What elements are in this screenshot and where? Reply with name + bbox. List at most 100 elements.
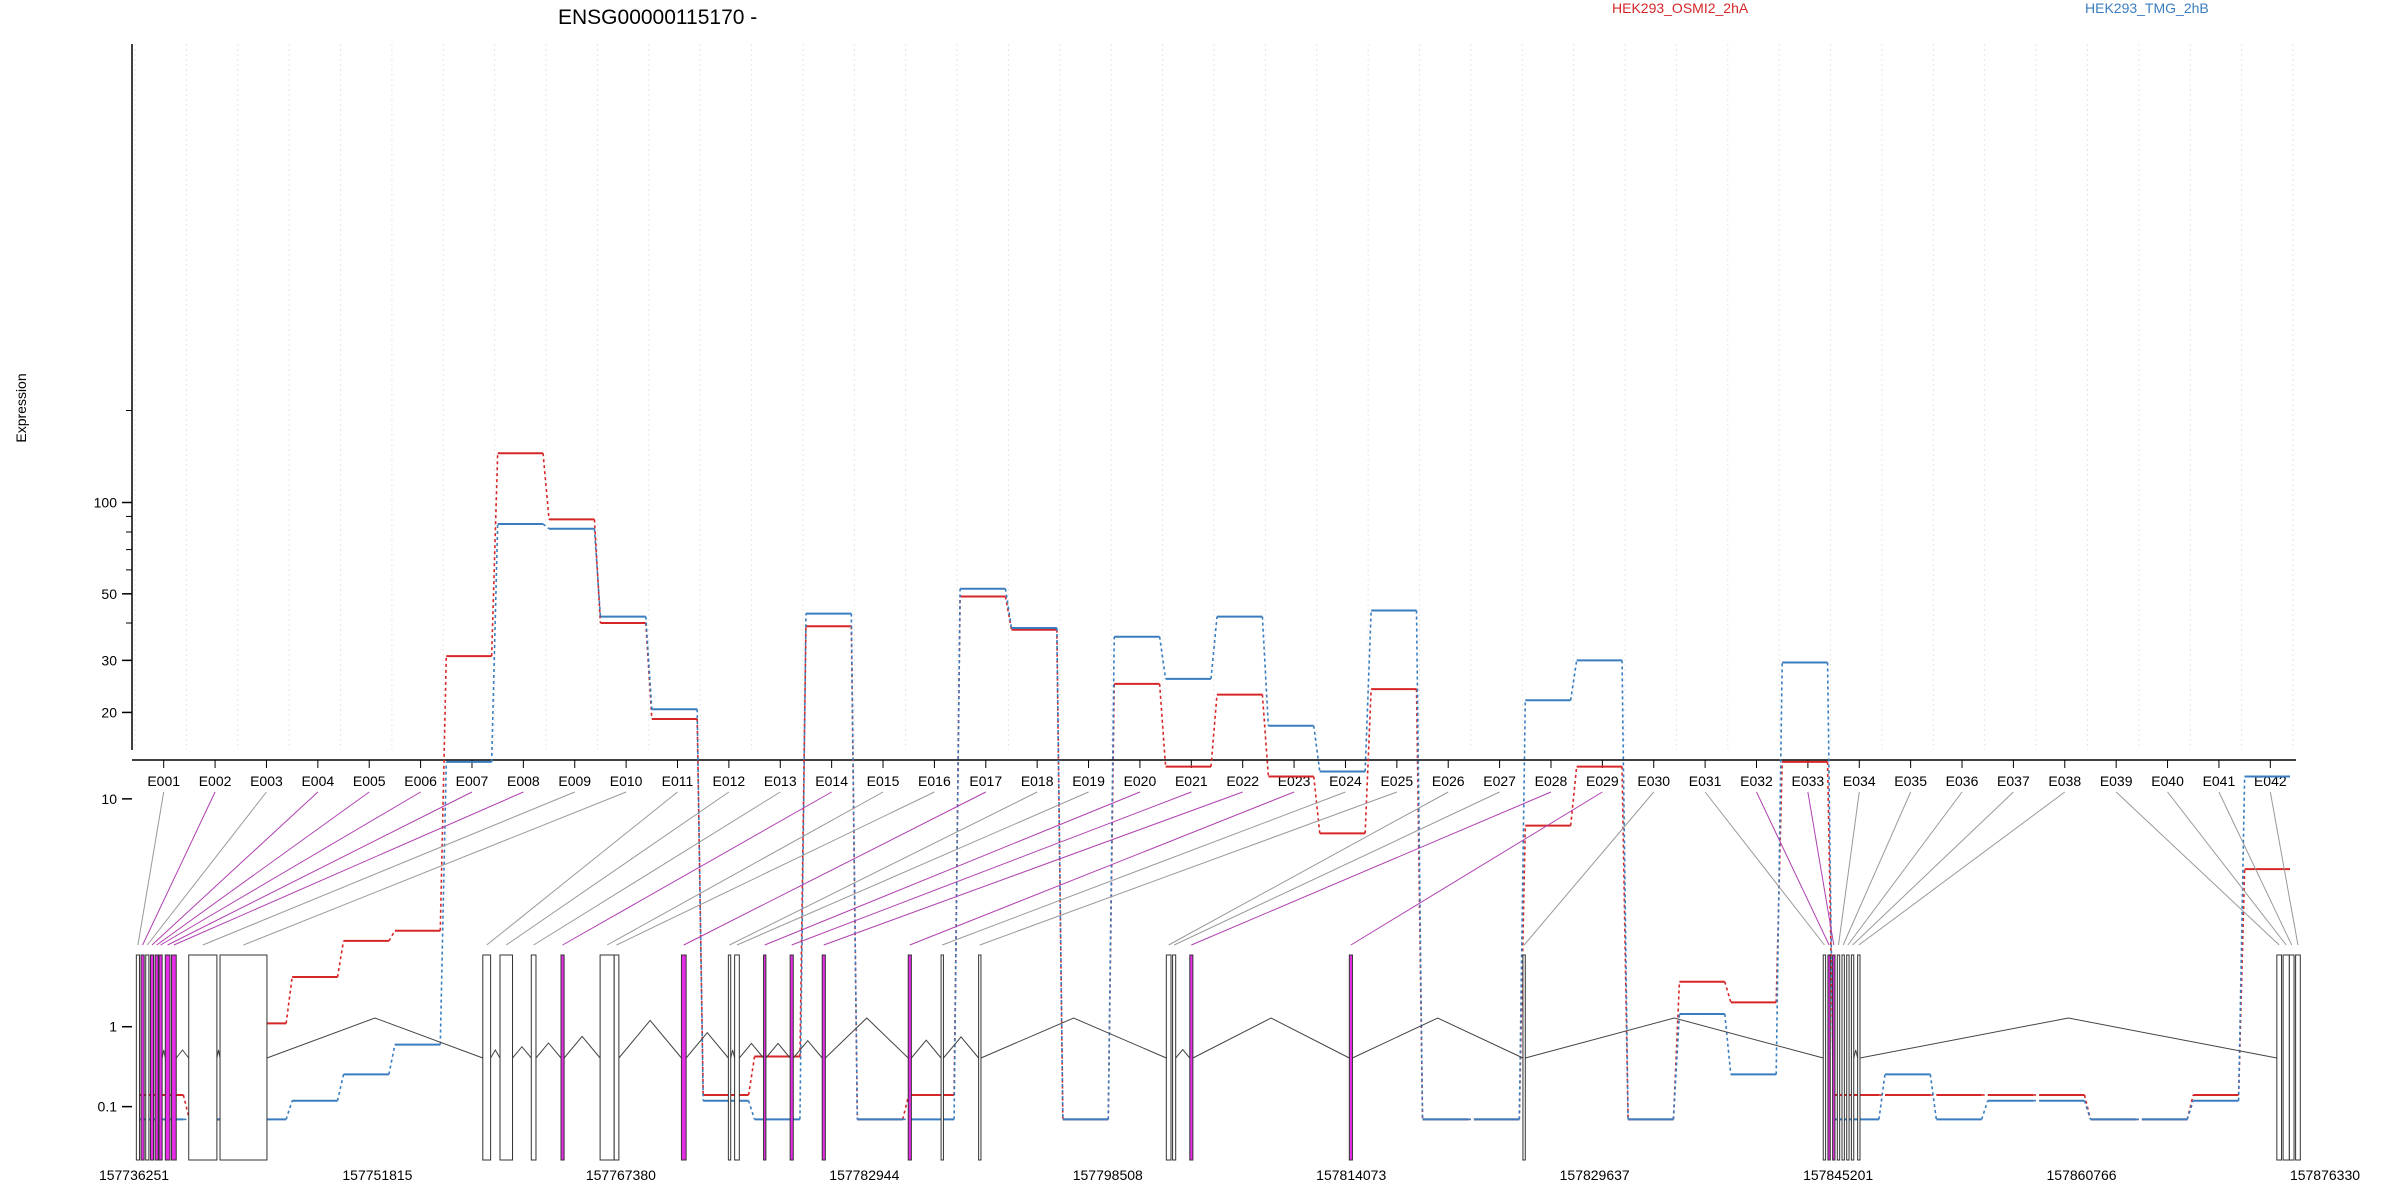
exon-box — [940, 954, 944, 1161]
intron-line — [490, 1049, 501, 1059]
intron-line — [1853, 1049, 1859, 1059]
exon-connector — [979, 791, 1398, 946]
series-connector — [1261, 616, 1270, 726]
exon-connector — [160, 791, 421, 946]
x-tick-label: E025 — [1380, 773, 1413, 789]
genomic-tick-label: 157751815 — [342, 1167, 412, 1183]
x-tick-label: E013 — [764, 773, 797, 789]
exon-connector — [791, 791, 1192, 946]
x-tick-label: E042 — [2254, 773, 2287, 789]
exon-box — [907, 954, 912, 1161]
x-tick-label: E001 — [147, 773, 180, 789]
series-connector — [2186, 1100, 2194, 1120]
gene-model — [135, 954, 2301, 1161]
genomic-tick-label: 157845201 — [1803, 1167, 1873, 1183]
series-connector — [593, 519, 602, 624]
genomic-axis: 157736251 157751815 157767380 157782944 1577… — [99, 1167, 2360, 1183]
exon-connector — [942, 791, 1346, 946]
series-connector — [542, 453, 550, 520]
x-tick-label: E017 — [969, 773, 1002, 789]
series-connector — [1929, 1074, 1938, 1120]
exon-box — [727, 954, 732, 1161]
exon-connector — [1858, 791, 2066, 946]
exon-box — [1348, 954, 1353, 1161]
series-connector — [2186, 1094, 2195, 1120]
exon-box — [145, 954, 150, 1161]
legend-entry-series-a: HEK293_OSMI2_2hA — [1612, 0, 1749, 16]
series-connector — [1518, 700, 1527, 1120]
intron-line — [161, 1049, 166, 1059]
y-tick-label: 30 — [101, 652, 117, 668]
x-tick-label: E022 — [1226, 773, 1259, 789]
exon-connector — [486, 791, 678, 946]
x-tick-label: E020 — [1124, 773, 1157, 789]
series-connector — [747, 1100, 756, 1120]
intron-line — [980, 1017, 1167, 1059]
x-tick-label: E003 — [250, 773, 283, 789]
exon-connector — [1852, 791, 2014, 946]
series-connector — [1210, 616, 1218, 679]
series-connector — [285, 1100, 293, 1120]
x-tick-label: E002 — [199, 773, 232, 789]
intron-line — [1352, 1017, 1524, 1059]
series-connector — [490, 453, 499, 657]
intron-line — [943, 1036, 980, 1059]
series-connector — [2237, 776, 2246, 1101]
x-tick-label: E033 — [1792, 773, 1825, 789]
series-connector — [336, 940, 345, 978]
exon-box — [2295, 954, 2301, 1161]
genomic-tick-label: 157814073 — [1316, 1167, 1386, 1183]
x-tick-label: E041 — [2203, 773, 2236, 789]
series-connector — [1672, 981, 1681, 1120]
exon-box — [1832, 954, 1836, 1161]
series-connector — [1621, 660, 1629, 1120]
intron-line — [216, 1049, 221, 1059]
genomic-tick-label: 157782944 — [829, 1167, 899, 1183]
exon-connector — [823, 791, 1243, 946]
exon-box — [734, 954, 740, 1161]
exon-connector — [2167, 791, 2287, 946]
intron-line — [266, 1017, 483, 1059]
intron-line — [1525, 1017, 1824, 1059]
exon-box — [2282, 954, 2290, 1161]
y-tick-label: 1 — [109, 1019, 117, 1035]
exon-box — [164, 954, 171, 1161]
series-connector — [1158, 636, 1167, 679]
exon-connector — [909, 791, 1295, 946]
exon-connector — [1807, 791, 1835, 946]
exon-box — [821, 954, 826, 1161]
exon-box — [1165, 954, 1172, 1161]
x-tick-label: E016 — [918, 773, 951, 789]
series-b — [138, 522, 2290, 1121]
x-tick-label: E021 — [1175, 773, 1208, 789]
exon-connector — [243, 791, 627, 946]
x-tick-label: E004 — [301, 773, 334, 789]
exon-box — [1850, 954, 1855, 1161]
exon-box — [1841, 954, 1845, 1161]
exon-box — [1189, 954, 1194, 1161]
exon-connector — [146, 791, 267, 946]
exon-connector — [616, 791, 935, 946]
exon-box — [1822, 954, 1827, 1161]
genomic-tick-label: 157829637 — [1560, 1167, 1630, 1183]
exon-connector — [1704, 791, 1825, 946]
series-connector — [696, 709, 704, 1101]
exon-box — [1857, 954, 1861, 1161]
x-tick-label: E009 — [558, 773, 591, 789]
series-connector — [1415, 610, 1424, 1120]
x-tick-label: E027 — [1483, 773, 1516, 789]
x-axis: E001 E002 E003 E004 E005 E006 E007 E008 E009 E010… — [132, 759, 2296, 789]
exon-connector — [2115, 791, 2280, 946]
series-connector — [1312, 725, 1321, 772]
legend-entry-series-b: HEK293_TMG_2hB — [2085, 0, 2209, 16]
y-tick-label: 100 — [94, 495, 118, 511]
intron-line — [910, 1039, 942, 1059]
exon-box — [219, 954, 268, 1161]
genomic-tick-label: 157860766 — [2047, 1167, 2117, 1183]
exon-connector — [173, 791, 524, 946]
exon-connector — [1842, 791, 1912, 946]
series-connector — [490, 523, 499, 762]
y-tick-label: 10 — [101, 791, 117, 807]
series-connector — [1056, 627, 1064, 1120]
series-connector — [2083, 1094, 2092, 1120]
